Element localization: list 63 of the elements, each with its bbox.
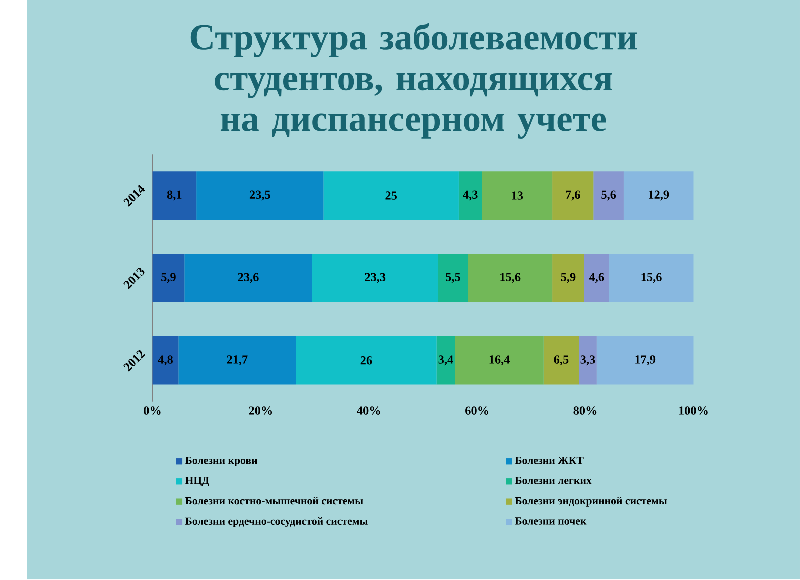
data-label: 21,7: [227, 356, 248, 366]
data-label: 6,5: [554, 356, 569, 366]
bar: [152, 254, 185, 303]
data-label: 23,5: [250, 190, 270, 201]
legend-label: Болезни эндокринной системы: [515, 497, 668, 508]
bar: [184, 254, 312, 303]
bar: [296, 336, 437, 385]
x-tick-label: 80%: [574, 406, 597, 416]
bar: [624, 172, 694, 220]
data-label: 15,6: [500, 273, 521, 284]
bar: [482, 172, 553, 220]
bar: [312, 254, 438, 303]
x-tick-label: 40%: [357, 406, 380, 416]
data-label: 4,6: [589, 273, 604, 284]
legend-label: НЦД: [185, 477, 210, 487]
data-label: 26: [360, 356, 372, 365]
bar: [178, 336, 296, 385]
legend-label: Болезни почек: [515, 518, 587, 526]
bar: [152, 336, 179, 385]
data-label: 5,9: [561, 273, 576, 284]
bar: [609, 254, 694, 303]
x-tick-label: 20%: [249, 406, 272, 416]
bar: [544, 336, 580, 385]
legend-label: Болезни костно-мышечной системы: [185, 497, 364, 505]
data-label: 4,3: [463, 190, 478, 201]
data-label: 3,3: [580, 356, 596, 366]
bar: [596, 336, 694, 385]
legend-label: Болезни крови: [185, 457, 258, 467]
data-label: 3,4: [438, 356, 454, 366]
data-label: 4,8: [158, 356, 173, 366]
bar: [552, 254, 584, 303]
bar: [152, 172, 197, 220]
bar: [324, 172, 459, 220]
legend-label: Болезни легких: [515, 477, 592, 484]
data-label: 12,9: [649, 190, 670, 201]
data-label: 5,5: [446, 273, 460, 284]
data-label: 25: [386, 192, 397, 200]
bar: [584, 254, 610, 303]
data-label: 7,6: [566, 190, 580, 201]
data-label: 23,6: [238, 273, 259, 284]
data-label: 8,1: [167, 190, 182, 201]
bar: [594, 172, 624, 220]
bar: [468, 254, 553, 303]
x-tick-label: 100%: [679, 406, 708, 416]
data-label: 13: [512, 192, 524, 200]
bar: [455, 336, 544, 385]
bar: [438, 254, 468, 303]
bar: [196, 172, 324, 220]
data-label: 16,4: [490, 356, 510, 366]
x-tick-label: 0%: [144, 406, 161, 416]
bar: [579, 336, 597, 385]
bar: [552, 172, 594, 220]
data-label: 5,6: [602, 190, 616, 201]
x-tick-label: 60%: [466, 406, 488, 416]
data-label: 23,3: [365, 273, 386, 284]
legend-label: Болезни ердечно-сосудистой системы: [185, 518, 368, 528]
data-label: 5,9: [162, 273, 176, 284]
bar: [436, 336, 456, 385]
legend-label: Болезни ЖКТ: [515, 457, 584, 464]
chart-title: Структура заболеваемости студентов, находящихся на диспансерном учете: [190, 23, 638, 140]
data-label: 15,6: [642, 273, 662, 284]
bar: [458, 172, 482, 220]
data-label: 17,9: [636, 356, 656, 366]
